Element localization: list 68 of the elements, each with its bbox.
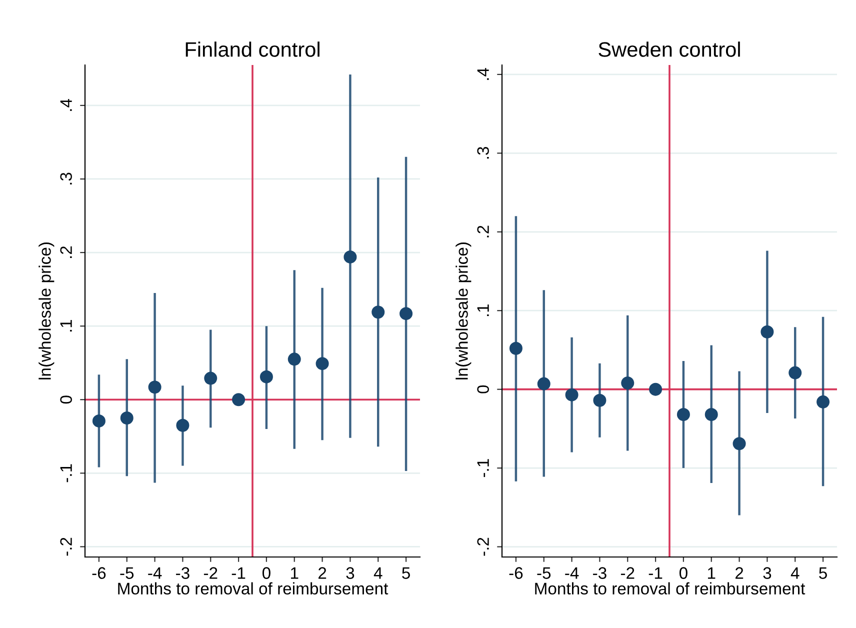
point (92, 414, 106, 428)
y-tick-label: .1 (60, 320, 72, 332)
x-tick-label: -2 (620, 567, 634, 579)
y-tick-label: .1 (477, 304, 489, 316)
point (509, 342, 522, 355)
x-tick-label: 0 (679, 567, 688, 579)
point (649, 382, 662, 396)
x-tick-label: 3 (763, 567, 772, 579)
point (704, 408, 718, 422)
x-tick-label: 2 (735, 567, 744, 579)
x-tick-label: 5 (402, 567, 410, 579)
x-axis-title: Months to removal of reimbursement (118, 582, 388, 594)
x-tick-label: -3 (593, 567, 606, 579)
point (372, 306, 385, 319)
x-tick-label: -1 (648, 567, 662, 579)
x-tick-label: -1 (232, 567, 246, 579)
y-tick-label: .2 (60, 246, 72, 258)
x-tick-label: 5 (819, 567, 827, 579)
x-tick-label: -2 (204, 567, 218, 579)
point (816, 395, 830, 408)
x-tick-label: 4 (790, 567, 800, 579)
y-tick-label: .4 (60, 98, 72, 111)
y-tick-label: 0 (60, 396, 72, 404)
chart-title: Sweden control (598, 42, 740, 57)
point (621, 376, 634, 390)
point (565, 388, 578, 402)
y-tick-label: .3 (60, 172, 72, 184)
x-tick-label: -5 (537, 567, 551, 579)
y-tick-label: .4 (477, 68, 489, 80)
x-tick-label: 1 (708, 567, 716, 579)
point (288, 352, 301, 366)
point (176, 418, 190, 432)
point (260, 370, 273, 384)
y-tick-label: -.1 (477, 459, 489, 478)
x-tick-label: -4 (565, 567, 579, 579)
point (232, 393, 246, 406)
point (400, 307, 413, 320)
y-axis-title: ln(wholesale price) (38, 242, 54, 380)
chart-title: Finland control (186, 42, 320, 57)
y-tick-label: -.2 (477, 538, 489, 556)
point (204, 372, 218, 385)
x-tick-label: -4 (148, 567, 162, 579)
y-axis-title: ln(wholesale price) (456, 242, 472, 380)
point (120, 412, 134, 425)
x-axis-title: Months to removal of reimbursement (535, 582, 806, 594)
y-tick-label: .2 (477, 226, 489, 238)
point (344, 250, 357, 264)
x-tick-label: 4 (374, 567, 382, 579)
x-tick-label: 0 (262, 567, 270, 579)
x-tick-label: -6 (92, 567, 106, 579)
point (537, 377, 550, 390)
point (593, 394, 606, 407)
x-tick-label: -6 (509, 567, 523, 579)
x-tick-label: -5 (120, 567, 134, 579)
point (316, 357, 329, 370)
x-tick-label: 1 (291, 567, 298, 579)
x-tick-label: -3 (176, 567, 190, 579)
point (148, 380, 162, 394)
x-tick-label: 2 (318, 567, 326, 579)
y-tick-label: -.2 (60, 538, 72, 556)
y-tick-label: 0 (477, 385, 489, 394)
x-tick-label: 3 (346, 567, 354, 579)
y-tick-label: -.1 (60, 464, 72, 482)
point (760, 325, 774, 338)
point (788, 366, 802, 380)
y-tick-label: .3 (477, 146, 489, 159)
point (732, 437, 746, 450)
point (676, 408, 690, 422)
